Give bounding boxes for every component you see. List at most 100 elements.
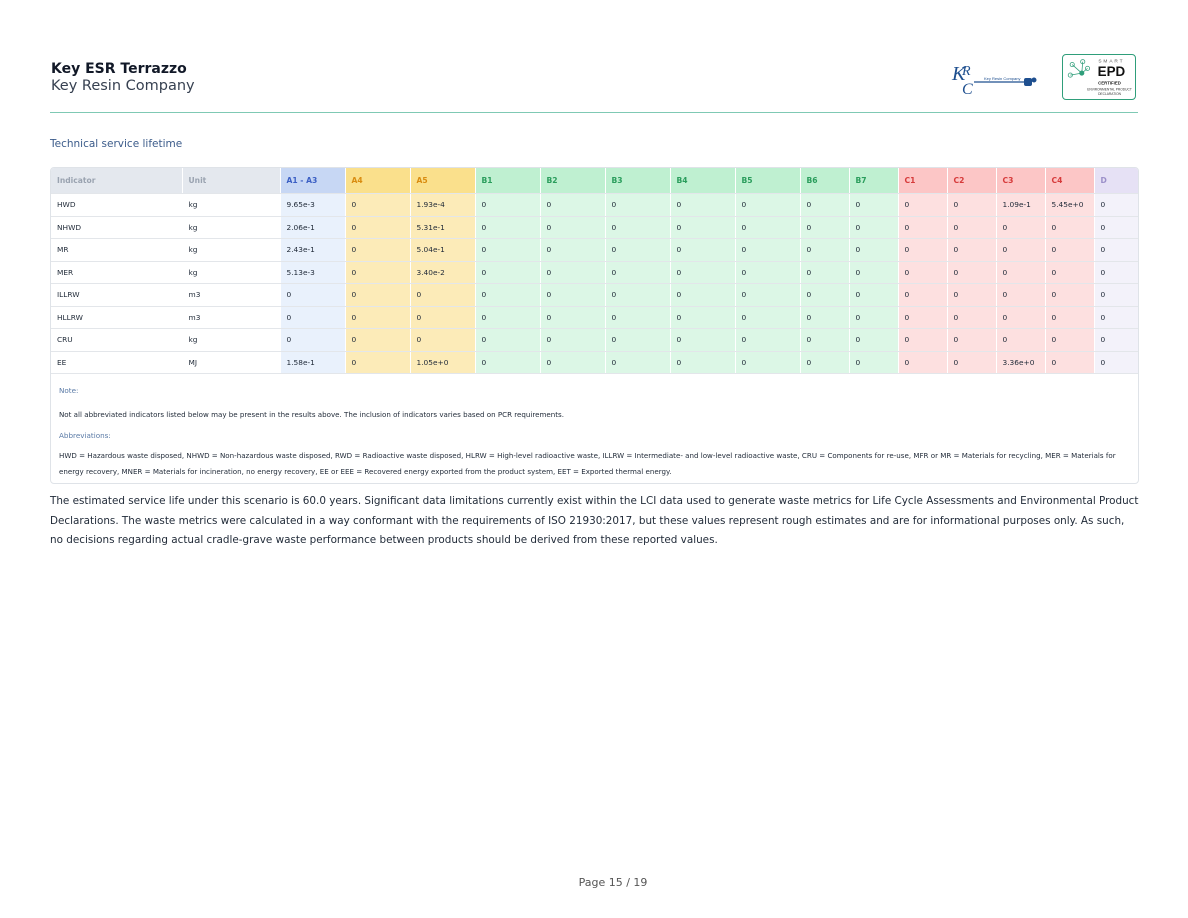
value-cell: 2.06e-1 — [280, 216, 346, 239]
value-cell: 0 — [898, 283, 948, 307]
value-cell: 0 — [605, 193, 671, 217]
value-cell: 0 — [540, 283, 606, 307]
value-cell: 0 — [735, 283, 801, 307]
value-cell: 0 — [735, 328, 801, 352]
value-cell: 0 — [947, 261, 997, 284]
value-cell: 0 — [540, 193, 606, 217]
value-cell: 0 — [849, 306, 899, 329]
value-cell: 0 — [898, 238, 948, 262]
value-cell: 0 — [996, 261, 1046, 284]
indicator-cell: CRU — [51, 328, 183, 352]
value-cell: 0 — [280, 306, 346, 329]
value-cell: 0 — [800, 328, 850, 352]
indicator-cell: ILLRW — [51, 283, 183, 307]
value-cell: 0 — [996, 238, 1046, 262]
column-header: C2 — [947, 168, 997, 194]
value-cell: 0 — [670, 351, 736, 374]
value-cell: 0 — [670, 306, 736, 329]
column-header: B1 — [475, 168, 541, 194]
value-cell: 0 — [475, 283, 541, 307]
value-cell: 0 — [1094, 283, 1138, 307]
svg-text:R: R — [961, 64, 971, 79]
value-cell: 0 — [540, 238, 606, 262]
value-cell: 0 — [540, 351, 606, 374]
value-cell: 9.65e-3 — [280, 193, 346, 217]
column-header: C3 — [996, 168, 1046, 194]
value-cell: 0 — [996, 306, 1046, 329]
column-header: Indicator — [51, 168, 183, 194]
value-cell: 0 — [1094, 306, 1138, 329]
table-row: NHWD kg 2.06e-1 0 5.31e-1 0 0 0 0 0 0 0 0 0 0 0 0 — [51, 216, 1138, 239]
value-cell: 0 — [1045, 328, 1095, 352]
value-cell: 0 — [475, 261, 541, 284]
value-cell: 0 — [345, 193, 411, 217]
value-cell: 0 — [898, 328, 948, 352]
value-cell: 0 — [947, 238, 997, 262]
unit-cell: kg — [182, 193, 281, 217]
value-cell: 0 — [345, 283, 411, 307]
unit-cell: kg — [182, 216, 281, 239]
column-header: A5 — [410, 168, 476, 194]
value-cell: 0 — [800, 261, 850, 284]
value-cell: 0 — [800, 193, 850, 217]
value-cell: 0 — [1045, 261, 1095, 284]
column-header: A4 — [345, 168, 411, 194]
value-cell: 0 — [345, 306, 411, 329]
page-number: Page 15 / 19 — [578, 876, 648, 889]
column-header: B3 — [605, 168, 671, 194]
indicator-cell: MR — [51, 238, 183, 262]
column-header: C1 — [898, 168, 948, 194]
abbreviations-text: HWD = Hazardous waste disposed, NHWD = N… — [59, 451, 1116, 476]
epd-sub2-text: DECLARATION — [1098, 92, 1122, 96]
note-text: Not all abbreviated indicators listed be… — [59, 410, 564, 419]
value-cell: 2.43e-1 — [280, 238, 346, 262]
unit-cell: kg — [182, 261, 281, 284]
value-cell: 0 — [1094, 351, 1138, 374]
column-header: B2 — [540, 168, 606, 194]
value-cell: 0 — [1045, 283, 1095, 307]
value-cell: 0 — [849, 261, 899, 284]
value-cell: 0 — [605, 261, 671, 284]
value-cell: 5.45e+0 — [1045, 193, 1095, 217]
indicator-cell: HLLRW — [51, 306, 183, 329]
value-cell: 0 — [475, 193, 541, 217]
value-cell: 0 — [410, 283, 476, 307]
value-cell: 0 — [947, 216, 997, 239]
value-cell: 0 — [345, 328, 411, 352]
indicator-cell: HWD — [51, 193, 183, 217]
table-row: MER kg 5.13e-3 0 3.40e-2 0 0 0 0 0 0 0 0 0 0 0 0 — [51, 261, 1138, 284]
value-cell: 5.13e-3 — [280, 261, 346, 284]
table-row: HLLRW m3 0 0 0 0 0 0 0 0 0 0 0 0 0 0 0 — [51, 306, 1138, 329]
value-cell: 0 — [1094, 216, 1138, 239]
value-cell: 1.58e-1 — [280, 351, 346, 374]
column-header: B5 — [735, 168, 801, 194]
value-cell: 0 — [800, 306, 850, 329]
value-cell: 0 — [898, 306, 948, 329]
value-cell: 0 — [898, 261, 948, 284]
company-name: Key Resin Company — [51, 78, 195, 94]
value-cell: 5.04e-1 — [410, 238, 476, 262]
value-cell: 0 — [410, 328, 476, 352]
unit-cell: kg — [182, 238, 281, 262]
value-cell: 0 — [898, 193, 948, 217]
value-cell: 0 — [735, 216, 801, 239]
indicator-cell: NHWD — [51, 216, 183, 239]
value-cell: 0 — [735, 306, 801, 329]
value-cell: 0 — [605, 306, 671, 329]
table-row: EE MJ 1.58e-1 0 1.05e+0 0 0 0 0 0 0 0 0 0 3.36e+0 0 0 — [51, 351, 1138, 374]
svg-text:K: K — [951, 63, 967, 85]
indicator-cell: MER — [51, 261, 183, 284]
epd-sub1-text: ENVIRONMENTAL PRODUCT — [1087, 87, 1132, 91]
value-cell: 0 — [1045, 306, 1095, 329]
section-title: Technical service lifetime — [50, 138, 183, 150]
value-cell: 0 — [1094, 328, 1138, 352]
value-cell: 0 — [947, 306, 997, 329]
value-cell: 0 — [475, 306, 541, 329]
table-row: HWD kg 9.65e-3 0 1.93e-4 0 0 0 0 0 0 0 0 0 1.09e-1 5.45… — [51, 193, 1138, 217]
value-cell: 0 — [475, 328, 541, 352]
abbreviations-label: Abbreviations: — [59, 431, 111, 440]
value-cell: 1.09e-1 — [996, 193, 1046, 217]
value-cell: 3.40e-2 — [410, 261, 476, 284]
value-cell: 0 — [849, 351, 899, 374]
value-cell: 0 — [540, 328, 606, 352]
